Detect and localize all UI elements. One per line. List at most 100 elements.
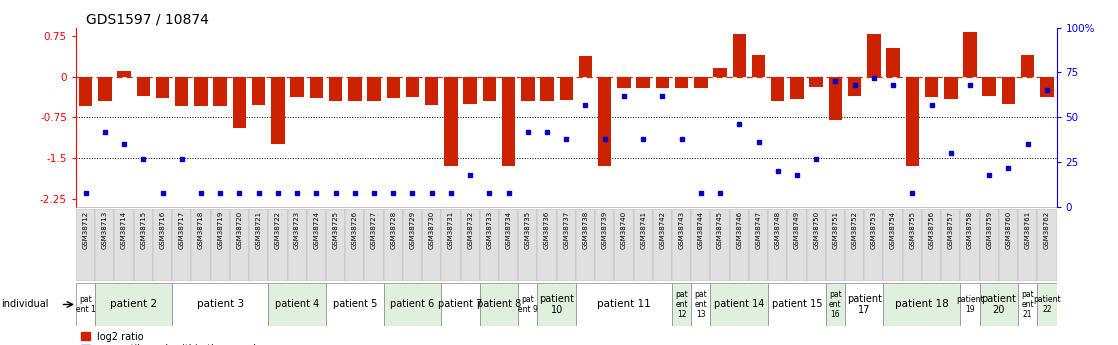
Text: patient
10: patient 10 [539, 294, 575, 315]
Bar [480, 283, 519, 326]
Text: patient 15: patient 15 [771, 299, 822, 309]
Bar [383, 209, 402, 281]
Text: patient
20: patient 20 [982, 294, 1016, 315]
Text: GSM38722: GSM38722 [275, 211, 281, 249]
Bar [1018, 283, 1038, 326]
Bar [710, 209, 730, 281]
Text: GSM38712: GSM38712 [83, 211, 88, 249]
Text: GSM38723: GSM38723 [294, 211, 300, 249]
Bar [76, 283, 95, 326]
Text: GSM38715: GSM38715 [141, 211, 146, 249]
Bar [655, 77, 669, 88]
Bar [557, 209, 576, 281]
Bar [383, 283, 442, 326]
Bar [845, 209, 864, 281]
Bar [710, 283, 768, 326]
Bar [425, 77, 438, 105]
Bar [483, 77, 496, 101]
Bar [233, 77, 246, 128]
Bar [326, 209, 345, 281]
Text: GSM38759: GSM38759 [986, 211, 992, 249]
Bar [291, 77, 304, 97]
Text: GSM38751: GSM38751 [833, 211, 838, 249]
Bar [502, 77, 515, 166]
Text: GSM38748: GSM38748 [775, 211, 780, 249]
Text: GSM38740: GSM38740 [620, 211, 627, 249]
Bar [634, 209, 653, 281]
Bar [195, 77, 208, 106]
Bar [887, 48, 900, 77]
Bar [790, 77, 804, 99]
Bar [519, 283, 538, 326]
Bar [883, 283, 960, 326]
Text: GSM38718: GSM38718 [198, 211, 203, 249]
Bar [653, 209, 672, 281]
Text: GSM38737: GSM38737 [563, 211, 569, 249]
Bar [906, 77, 919, 166]
Text: patient 2: patient 2 [111, 299, 158, 309]
Text: GSM38719: GSM38719 [217, 211, 224, 249]
Bar [402, 209, 423, 281]
Bar [730, 209, 749, 281]
Text: GSM38760: GSM38760 [1005, 211, 1012, 249]
Bar [1021, 55, 1034, 77]
Text: GSM38735: GSM38735 [524, 211, 531, 249]
Bar [521, 77, 534, 101]
Bar [176, 77, 189, 106]
Bar [691, 209, 710, 281]
Bar [864, 209, 883, 281]
Bar [732, 34, 746, 77]
Bar [902, 209, 922, 281]
Text: GSM38761: GSM38761 [1025, 211, 1031, 249]
Text: GSM38750: GSM38750 [813, 211, 819, 249]
Bar [559, 77, 574, 100]
Bar [272, 77, 285, 145]
Bar [675, 77, 689, 88]
Text: GSM38753: GSM38753 [871, 211, 877, 249]
Bar [944, 77, 957, 99]
Bar [134, 209, 153, 281]
Bar [576, 283, 672, 326]
Bar [249, 209, 268, 281]
Text: GSM38744: GSM38744 [698, 211, 704, 249]
Text: GSM38713: GSM38713 [102, 211, 107, 249]
Bar [691, 283, 710, 326]
Bar [155, 77, 169, 98]
Bar [771, 77, 785, 101]
Text: GSM38730: GSM38730 [428, 211, 435, 249]
Text: patient 7: patient 7 [438, 299, 483, 309]
Bar [268, 209, 287, 281]
Text: GSM38742: GSM38742 [660, 211, 665, 249]
Bar [713, 68, 727, 77]
Bar [826, 283, 845, 326]
Text: pat
ent 1: pat ent 1 [76, 295, 95, 314]
Text: pat
ent
13: pat ent 13 [694, 290, 708, 319]
Bar [672, 209, 691, 281]
Text: patient 4: patient 4 [275, 299, 320, 309]
Text: GSM38729: GSM38729 [409, 211, 416, 249]
Text: GSM38743: GSM38743 [679, 211, 684, 249]
Bar [787, 209, 806, 281]
Text: GSM38727: GSM38727 [371, 211, 377, 249]
Text: GSM38731: GSM38731 [448, 211, 454, 249]
Bar [828, 77, 842, 120]
Text: patient 6: patient 6 [390, 299, 435, 309]
Text: pat
ent
21: pat ent 21 [1022, 290, 1034, 319]
Text: GDS1597 / 10874: GDS1597 / 10874 [86, 12, 209, 27]
Bar [595, 209, 614, 281]
Text: GSM38749: GSM38749 [794, 211, 800, 249]
Bar [826, 209, 845, 281]
Text: GSM38728: GSM38728 [390, 211, 396, 249]
Legend: log2 ratio, percentile rank within the sample: log2 ratio, percentile rank within the s… [80, 332, 263, 345]
Bar [76, 209, 95, 281]
Bar [751, 55, 765, 77]
Bar [538, 283, 576, 326]
Bar [79, 77, 93, 106]
Bar [287, 209, 306, 281]
Text: GSM38736: GSM38736 [544, 211, 550, 249]
Text: GSM38720: GSM38720 [236, 211, 243, 249]
Bar [406, 77, 419, 97]
Bar [579, 56, 593, 77]
Bar [979, 283, 1018, 326]
Bar [423, 209, 442, 281]
